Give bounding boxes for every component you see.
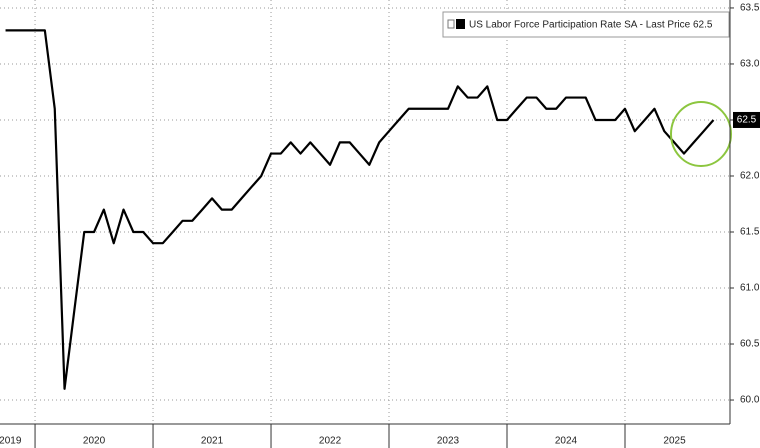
x-tick-label: 2025	[663, 436, 686, 447]
line-layer	[5, 29, 715, 390]
x-tick-label: 2021	[201, 436, 224, 447]
legend-icon	[447, 19, 455, 29]
grid-layer	[0, 0, 730, 424]
series-line	[5, 29, 715, 390]
y-tick-label: 63.0	[740, 59, 760, 70]
y-tick-label: 63.5	[740, 3, 760, 14]
legend-swatch	[456, 19, 465, 29]
y-tick-label: 60.5	[740, 339, 760, 350]
highlight-circle	[670, 101, 732, 167]
x-tick-label: 2022	[319, 436, 342, 447]
y-tick-label: 61.0	[740, 283, 760, 294]
y-tick-label: 60.0	[740, 395, 760, 406]
legend-box	[442, 11, 730, 38]
last-price-tag	[733, 111, 760, 128]
x-tick-label: 2023	[437, 436, 460, 447]
x-tick-label: 2020	[83, 436, 106, 447]
y-tick-label: 62.0	[740, 171, 760, 182]
y-tick-label: 61.5	[740, 227, 760, 238]
last-price-label: 62.5	[737, 115, 757, 126]
x-tick-label: 2024	[555, 436, 578, 447]
x-tick-label: 2019	[0, 436, 22, 447]
legend: US Labor Force Participation Rate SA - L…	[442, 11, 730, 38]
legend-label: US Labor Force Participation Rate SA - L…	[469, 20, 713, 31]
